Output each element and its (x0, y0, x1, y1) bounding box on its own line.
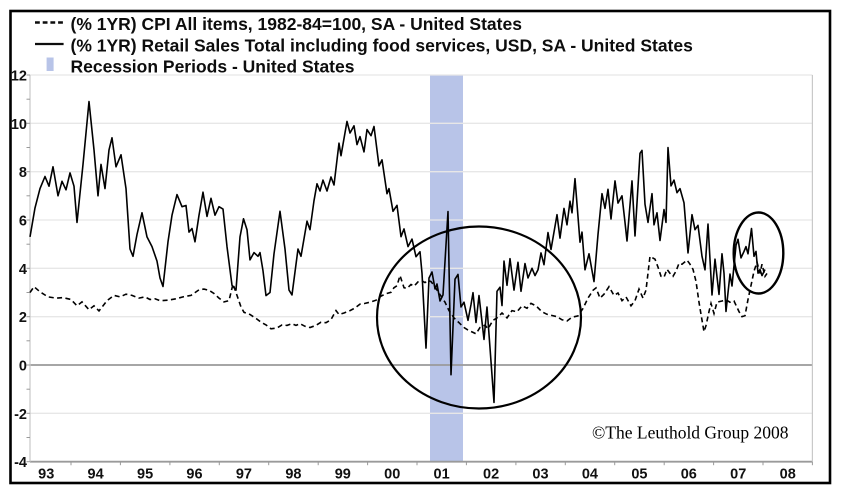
svg-text:10: 10 (11, 117, 27, 133)
svg-text:97: 97 (236, 467, 252, 483)
svg-text:-2: -2 (14, 407, 27, 423)
svg-text:6: 6 (19, 214, 27, 230)
svg-text:4: 4 (19, 262, 27, 278)
svg-text:(% 1YR) Retail Sales Total inc: (% 1YR) Retail Sales Total including foo… (71, 36, 694, 56)
svg-text:95: 95 (137, 467, 153, 483)
svg-text:99: 99 (335, 467, 351, 483)
svg-text:93: 93 (38, 467, 54, 483)
svg-text:94: 94 (88, 467, 104, 483)
svg-text:(% 1YR) CPI All items, 1982-84: (% 1YR) CPI All items, 1982-84=100, SA -… (71, 14, 523, 34)
svg-text:08: 08 (780, 467, 796, 483)
svg-text:03: 03 (532, 467, 548, 483)
svg-text:07: 07 (730, 467, 746, 483)
svg-text:12: 12 (11, 69, 27, 85)
svg-text:04: 04 (582, 467, 598, 483)
svg-text:2: 2 (19, 310, 27, 326)
svg-text:00: 00 (384, 467, 400, 483)
svg-text:-4: -4 (14, 455, 27, 471)
svg-text:©The Leuthold Group 2008: ©The Leuthold Group 2008 (592, 423, 789, 443)
svg-text:0: 0 (19, 359, 27, 375)
svg-text:01: 01 (434, 467, 450, 483)
svg-text:96: 96 (186, 467, 202, 483)
svg-text:02: 02 (483, 467, 499, 483)
svg-text:8: 8 (19, 165, 27, 181)
svg-text:Recession Periods - United Sta: Recession Periods - United States (71, 57, 355, 77)
svg-text:05: 05 (631, 467, 647, 483)
svg-text:06: 06 (681, 467, 697, 483)
svg-text:98: 98 (285, 467, 301, 483)
